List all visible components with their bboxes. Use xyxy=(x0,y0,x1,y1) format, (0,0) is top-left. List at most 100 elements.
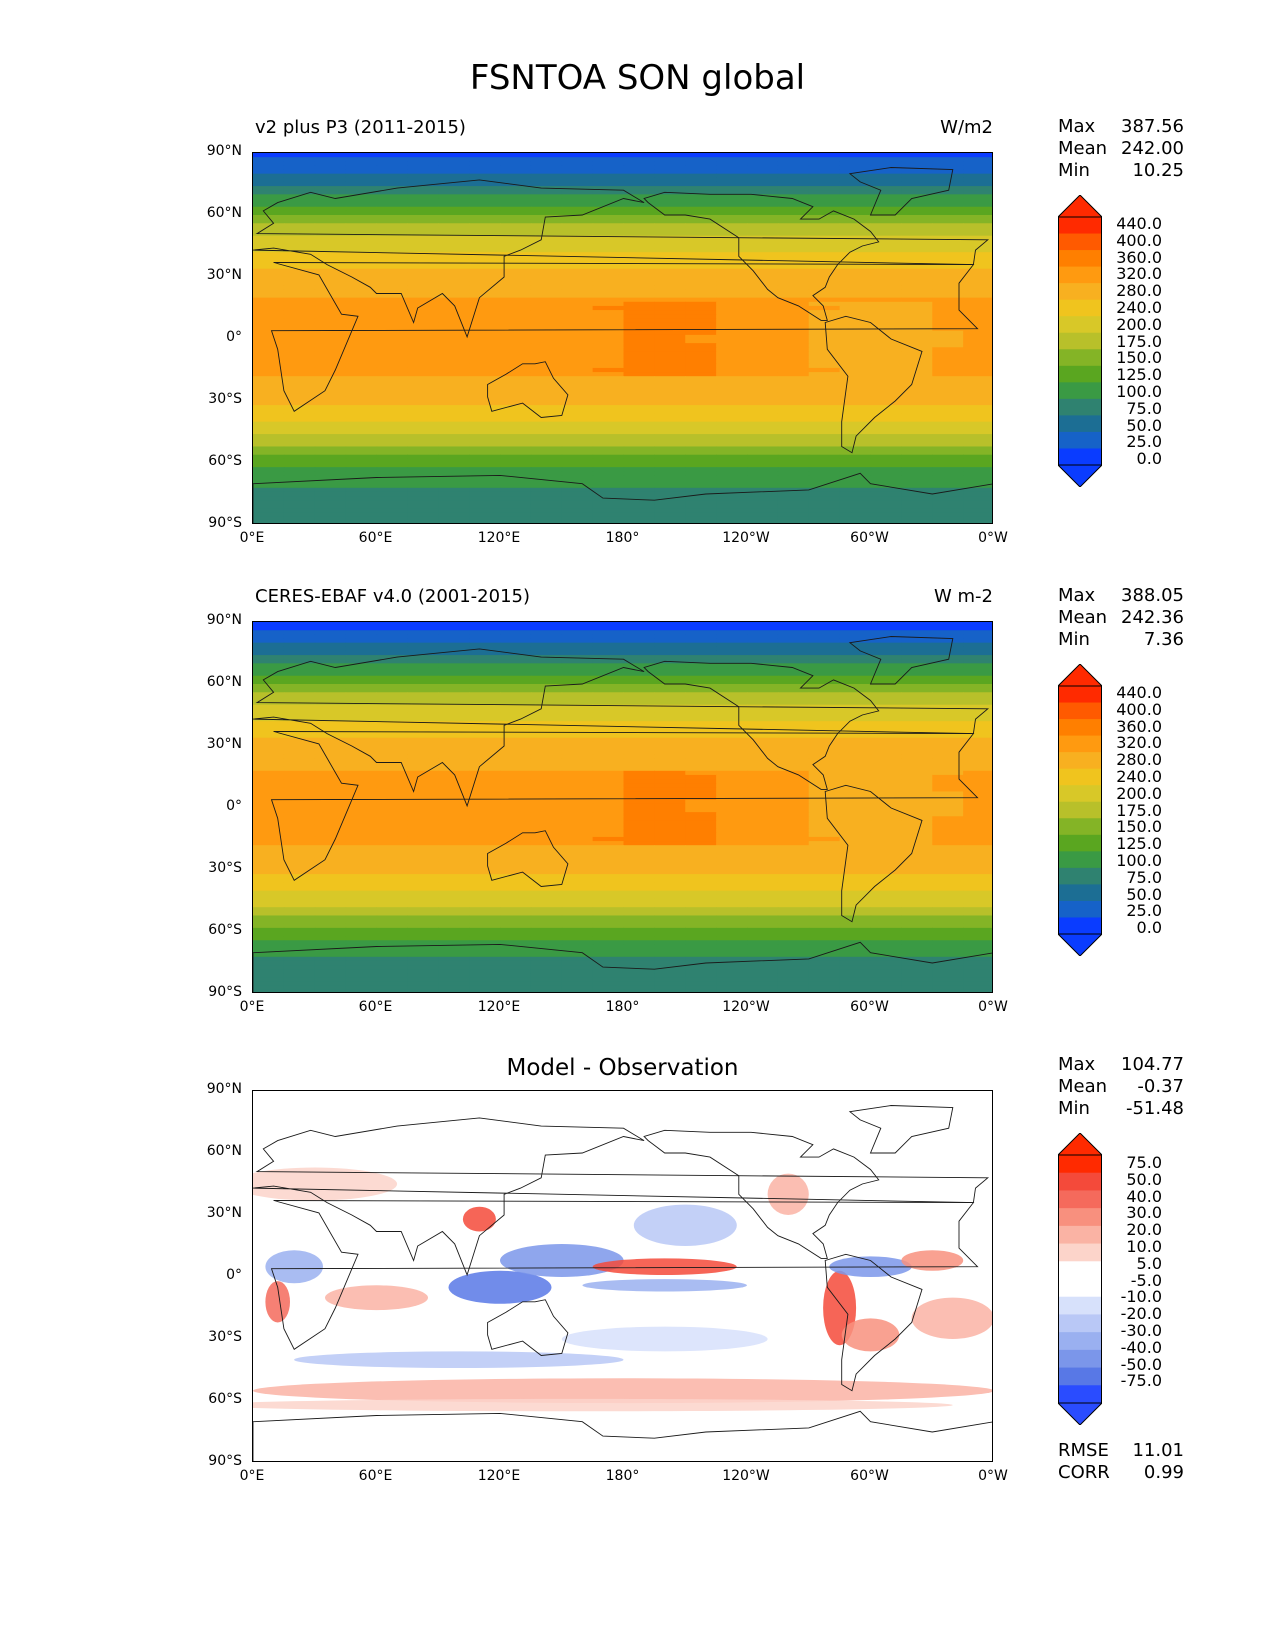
heatmap-cell xyxy=(901,260,933,266)
heatmap-cell xyxy=(932,655,964,660)
heatmap-cell xyxy=(314,770,347,776)
heatmap-cell xyxy=(623,956,655,962)
heatmap-cell xyxy=(345,948,378,954)
heatmap-cell xyxy=(283,907,316,912)
heatmap-cell xyxy=(283,487,316,493)
heatmap-cell xyxy=(561,491,594,497)
heatmap-cell xyxy=(685,442,717,448)
map-plot-difference[interactable] xyxy=(252,1090,993,1462)
heatmap-cell xyxy=(654,865,686,871)
heatmap-cell xyxy=(500,396,532,402)
heatmap-cell xyxy=(376,907,408,912)
heatmap-cell xyxy=(808,260,841,266)
heatmap-cell xyxy=(963,339,992,344)
heatmap-cell xyxy=(747,725,779,731)
anomaly-region xyxy=(265,1250,323,1284)
heatmap-cell xyxy=(963,989,992,992)
x-tick-label: 60°E xyxy=(358,530,393,546)
heatmap-cell xyxy=(747,516,779,522)
heatmap-cell xyxy=(314,812,347,817)
heatmap-cell xyxy=(901,634,933,640)
heatmap-cell xyxy=(314,725,347,731)
heatmap-cell xyxy=(376,646,408,652)
heatmap-cell xyxy=(407,405,439,410)
heatmap-cell xyxy=(654,450,686,456)
heatmap-cell xyxy=(438,820,470,826)
heatmap-cell xyxy=(345,351,378,357)
heatmap-cell xyxy=(654,754,686,759)
heatmap-cell xyxy=(283,467,316,472)
heatmap-cell xyxy=(870,194,902,200)
heatmap-cell xyxy=(376,762,408,768)
heatmap-cell xyxy=(870,977,902,983)
heatmap-cell xyxy=(654,343,686,348)
heatmap-cell xyxy=(623,516,655,522)
heatmap-cell xyxy=(839,704,872,710)
heatmap-cell xyxy=(592,948,625,954)
heatmap-cell xyxy=(932,376,964,381)
heatmap-cell xyxy=(932,849,964,855)
heatmap-cell xyxy=(870,944,902,950)
heatmap-cell xyxy=(592,153,625,158)
heatmap-cell xyxy=(561,799,594,805)
heatmap-cell xyxy=(963,903,992,908)
heatmap-cell xyxy=(530,479,563,485)
heatmap-cell xyxy=(777,384,810,390)
heatmap-cell xyxy=(839,816,872,821)
heatmap-cell xyxy=(870,438,902,443)
heatmap-cell xyxy=(314,741,347,747)
heatmap-cell xyxy=(901,487,933,493)
map-plot-model[interactable] xyxy=(252,152,993,524)
heatmap-cell xyxy=(314,421,347,427)
heatmap-cell xyxy=(747,981,779,987)
heatmap-cell xyxy=(870,330,902,336)
heatmap-cell xyxy=(932,260,964,266)
heatmap-cell xyxy=(253,754,285,759)
heatmap-cell xyxy=(870,894,902,900)
heatmap-cell xyxy=(469,634,501,640)
heatmap-cell xyxy=(747,927,779,933)
heatmap-cell xyxy=(530,202,563,208)
heatmap-cell xyxy=(747,181,779,187)
heatmap-cell xyxy=(716,688,748,693)
heatmap-cell xyxy=(808,973,841,979)
heatmap-cell xyxy=(716,766,748,772)
heatmap-cell xyxy=(500,849,532,855)
heatmap-cell xyxy=(685,828,717,834)
heatmap-cell xyxy=(407,355,439,361)
colorbar-tick-label: 125.0 xyxy=(1116,365,1162,385)
heatmap-cell xyxy=(314,634,347,640)
heatmap-cell xyxy=(253,708,285,714)
heatmap-cell xyxy=(623,297,655,303)
heatmap-cell xyxy=(283,380,316,386)
heatmap-cell xyxy=(283,268,316,274)
heatmap-cell xyxy=(870,985,902,991)
heatmap-cell xyxy=(932,915,964,921)
heatmap-cell xyxy=(808,762,841,768)
heatmap-cell xyxy=(345,512,378,518)
heatmap-cell xyxy=(808,173,841,179)
heatmap-cell xyxy=(963,865,992,871)
heatmap-cell xyxy=(561,243,594,249)
heatmap-cell xyxy=(561,704,594,710)
heatmap-cell xyxy=(407,359,439,365)
heatmap-cell xyxy=(685,779,717,784)
heatmap-cell xyxy=(561,434,594,439)
heatmap-cell xyxy=(376,675,408,681)
heatmap-cell xyxy=(469,750,501,755)
heatmap-cell xyxy=(808,849,841,855)
heatmap-cell xyxy=(623,314,655,319)
heatmap-cell xyxy=(932,458,964,464)
heatmap-cell xyxy=(685,712,717,718)
heatmap-cell xyxy=(438,700,470,706)
heatmap-cell xyxy=(963,692,992,697)
colorbar-swatch xyxy=(1058,266,1102,284)
map-plot-observation[interactable] xyxy=(252,621,993,993)
heatmap-cell xyxy=(530,650,563,656)
heatmap-cell xyxy=(901,318,933,324)
heatmap-cell xyxy=(685,911,717,917)
heatmap-cell xyxy=(777,622,810,627)
heatmap-cell xyxy=(901,202,933,208)
heatmap-cell xyxy=(530,289,563,295)
heatmap-cell xyxy=(716,960,748,966)
